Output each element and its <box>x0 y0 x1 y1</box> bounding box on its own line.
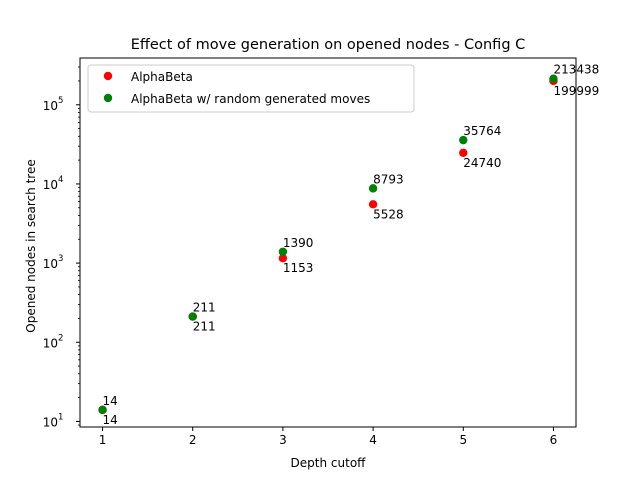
y-tick-label: 10 <box>43 415 58 429</box>
data-label: 211 <box>193 320 216 334</box>
axes-frame <box>79 57 577 428</box>
y-tick-exponent: 5 <box>58 96 63 106</box>
data-point <box>278 254 288 263</box>
data-point <box>98 405 107 415</box>
data-label: 14 <box>103 413 118 427</box>
x-axis: 1 2 3 4 5 6 <box>99 427 558 447</box>
data-point <box>549 74 558 83</box>
plot-area: 1421111535528247401999991421113908793357… <box>98 63 599 427</box>
data-label: 5528 <box>373 207 404 221</box>
x-tick-label: 1 <box>99 433 107 447</box>
y-tick-label: 10 <box>43 336 58 350</box>
y-axis-label: Opened nodes in search tree <box>24 159 38 332</box>
data-point <box>368 200 378 209</box>
y-tick-exponent: 4 <box>58 175 63 185</box>
data-label: 14 <box>103 394 118 408</box>
chart-title: Effect of move generation on opened node… <box>131 37 526 53</box>
data-label: 35764 <box>463 124 501 138</box>
data-label: 211 <box>193 301 216 315</box>
x-tick-label: 3 <box>279 433 287 447</box>
data-point <box>459 135 468 145</box>
data-point <box>459 148 468 158</box>
legend-marker <box>103 71 113 81</box>
y-tick-exponent: 2 <box>58 333 63 343</box>
x-tick-label: 2 <box>189 433 197 447</box>
y-tick-label: 10 <box>43 99 58 113</box>
legend-label: AlphaBeta w/ random generated moves <box>131 92 370 106</box>
y-tick-label: 10 <box>43 178 58 192</box>
legend: AlphaBeta AlphaBeta w/ random generated m… <box>87 64 415 113</box>
x-axis-label: Depth cutoff <box>291 456 367 470</box>
y-tick-exponent: 1 <box>58 412 63 422</box>
x-tick-label: 4 <box>369 433 377 447</box>
y-tick-label: 10 <box>43 257 58 271</box>
data-point <box>368 184 378 193</box>
y-tick-exponent: 3 <box>58 254 63 264</box>
data-point <box>278 247 288 256</box>
x-tick-label: 5 <box>459 433 467 447</box>
data-point <box>188 312 197 321</box>
data-label: 1390 <box>283 236 314 250</box>
x-tick-label: 6 <box>550 433 558 447</box>
data-label: 1153 <box>283 261 314 275</box>
data-label: 8793 <box>373 172 404 186</box>
legend-label: AlphaBeta <box>131 70 193 84</box>
legend-marker <box>103 93 113 103</box>
data-label: 24740 <box>463 156 501 170</box>
legend-box <box>87 64 415 113</box>
